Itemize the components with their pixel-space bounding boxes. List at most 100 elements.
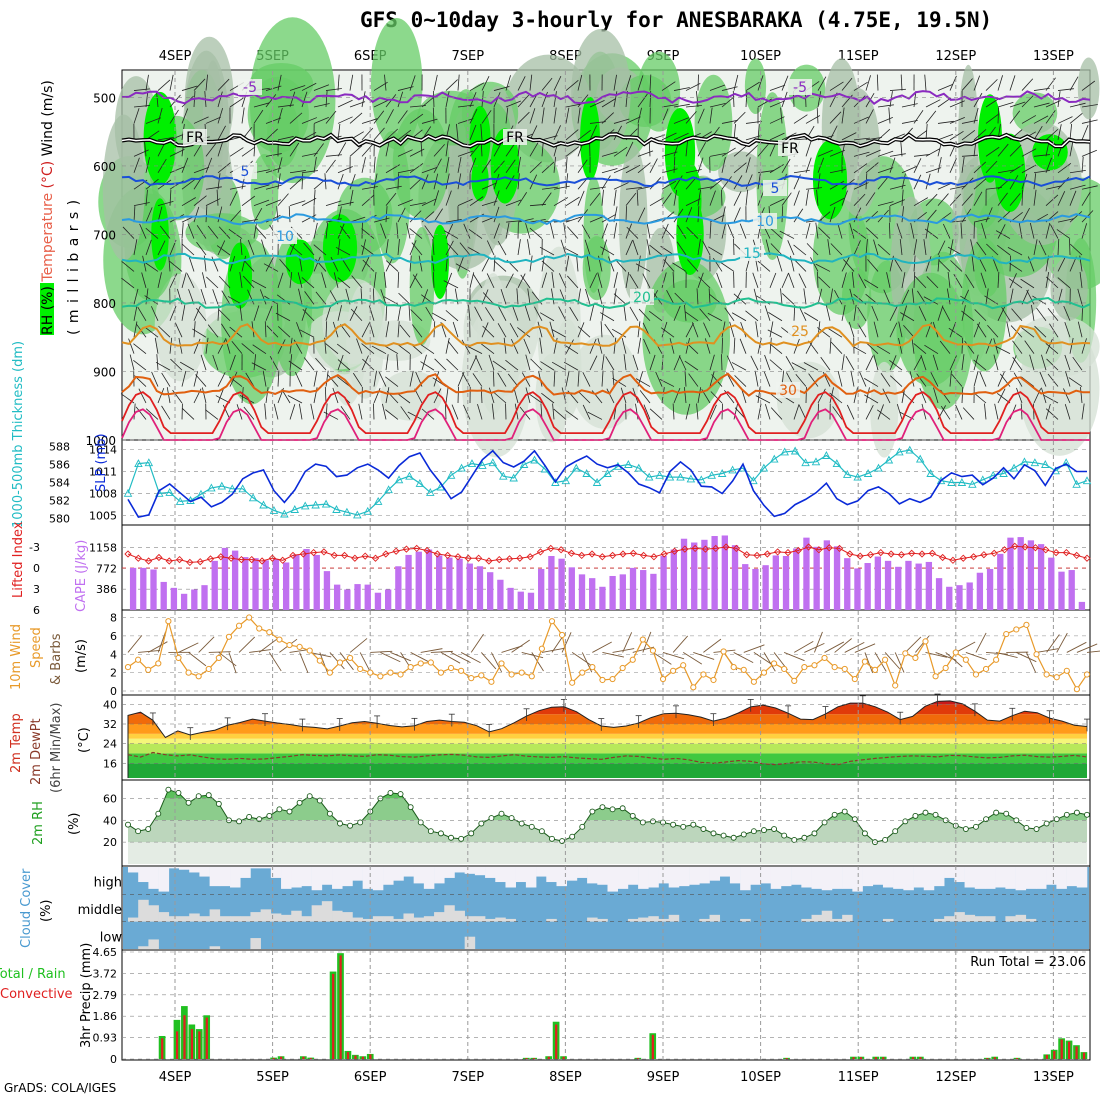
- wind-barb: [421, 96, 435, 108]
- wind-barb: [755, 321, 759, 338]
- li-point: [124, 550, 132, 558]
- wind-barb: [764, 404, 771, 420]
- wind-barb: [397, 239, 400, 256]
- wind-barb: [1077, 288, 1083, 305]
- wind-barb: [937, 83, 953, 91]
- wind-speed-point: [468, 675, 475, 682]
- wind-barb: [993, 338, 999, 354]
- wind-barb: [1009, 193, 1021, 206]
- wind-barb: [1033, 388, 1042, 404]
- li-point: [866, 551, 875, 559]
- wind-barb: [310, 403, 315, 420]
- wind-barb: [950, 260, 963, 272]
- cloud-cell-middle: [974, 916, 986, 922]
- cloud-ylabel-text: Cloud Cover: [19, 868, 34, 948]
- li-point: [670, 547, 679, 555]
- wind-barb: [1021, 148, 1037, 157]
- wind10m-barb: [652, 652, 672, 665]
- wind-speed-point: [801, 664, 808, 671]
- cloud-cell-middle: [250, 912, 261, 922]
- li-point: [763, 550, 771, 558]
- rh2m-point: [205, 792, 212, 799]
- thickness-point: [655, 470, 664, 479]
- precip-convective-bar: [302, 1056, 305, 1059]
- wind-barb: [409, 202, 426, 207]
- wind-barb: [865, 342, 879, 354]
- wind-barb: [517, 218, 534, 223]
- wind-barb: [154, 337, 159, 354]
- wind-barb: [1064, 354, 1071, 371]
- wind-barb: [520, 274, 531, 289]
- wind-barb: [672, 262, 687, 272]
- wind-barb: [841, 305, 846, 321]
- wind-barb: [161, 405, 171, 420]
- cloud-clear-high: [403, 867, 414, 877]
- rh2m-point: [761, 827, 767, 834]
- wind-barb: [925, 173, 931, 190]
- wind-barb: [517, 156, 521, 173]
- wind-barb: [385, 128, 399, 141]
- wind-barb: [431, 312, 447, 322]
- rh2m-point: [882, 836, 889, 843]
- wind-barb: [397, 199, 413, 207]
- wind-barb: [551, 271, 555, 288]
- wind-barb: [378, 371, 387, 387]
- wind-barb: [411, 324, 423, 338]
- wind-barb: [752, 272, 759, 289]
- wind-barb: [949, 185, 966, 190]
- wind-barb: [841, 77, 853, 91]
- wind-barb: [961, 386, 964, 404]
- cloud-level-label: middle: [78, 903, 122, 918]
- wind-speed-point: [256, 625, 263, 632]
- pressure-tick-label: 500: [93, 91, 116, 105]
- cloud-cell-middle: [362, 918, 374, 922]
- wind-barb: [397, 149, 413, 157]
- cloud-clear-high: [434, 867, 445, 884]
- wind-barb: [297, 272, 303, 288]
- wind-barb: [133, 343, 147, 354]
- li-point: [536, 548, 545, 556]
- cloud-clear-high: [138, 867, 149, 883]
- wind-barb: [1021, 115, 1037, 124]
- wind-barb: [841, 354, 845, 371]
- wind-barb: [493, 392, 507, 404]
- cape-bar: [354, 584, 361, 610]
- wind-barb: [686, 226, 699, 239]
- wind-barb: [770, 407, 783, 420]
- wind-barb: [1021, 327, 1035, 338]
- wind-barb: [463, 223, 471, 239]
- wind10m-barb: [794, 640, 814, 653]
- wind-barb: [601, 189, 604, 206]
- wind-barb: [477, 403, 483, 420]
- wind-speed-point: [861, 658, 869, 665]
- wind-speed-point: [276, 636, 283, 643]
- wind-barb: [817, 288, 823, 305]
- wind-barb: [362, 259, 375, 272]
- rh2m-ylabel: 2m RH: [31, 801, 46, 845]
- li-point: [196, 558, 204, 566]
- wind-barb: [541, 186, 558, 190]
- thickness-point: [123, 488, 133, 497]
- wind-barb: [961, 78, 973, 91]
- wind-barb: [961, 193, 973, 206]
- wind-speed-point: [639, 636, 646, 643]
- wind-barb: [940, 405, 951, 420]
- rh2m-point: [397, 791, 404, 797]
- li-point: [1073, 551, 1081, 560]
- cloud-clear-high: [291, 867, 302, 888]
- wind-barb: [601, 168, 618, 174]
- precip-convective-bar: [919, 1057, 922, 1059]
- wind-barb: [649, 74, 652, 91]
- wind-barb: [1020, 403, 1023, 420]
- wind-barb: [397, 173, 399, 190]
- wind-speed-point: [670, 667, 677, 674]
- wind-barb: [277, 104, 294, 108]
- wind-barb: [385, 321, 390, 338]
- cape-bar: [1068, 570, 1075, 610]
- wind-barb: [218, 309, 231, 322]
- rh-high-blob: [812, 139, 848, 220]
- wind-barb: [397, 304, 402, 321]
- thickness-point: [280, 509, 289, 518]
- wind-barb: [1080, 387, 1083, 404]
- wind-barb: [156, 91, 159, 108]
